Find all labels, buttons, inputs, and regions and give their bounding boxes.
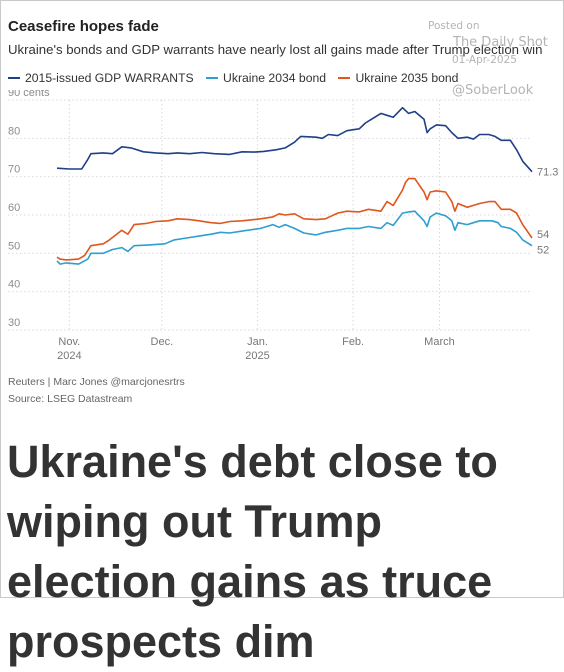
y-tick-label: 60: [8, 202, 20, 214]
chart-legend: 2015-issued GDP WARRANTS Ukraine 2034 bo…: [8, 68, 467, 85]
x-tick-label: Jan.: [247, 336, 268, 348]
watermark-handle: @SoberLook: [452, 83, 534, 98]
legend-swatch-2035-bond: [338, 77, 351, 79]
x-tick-label: Nov.: [58, 336, 80, 348]
chart-subtitle: Ukraine's bonds and GDP warrants have ne…: [8, 42, 543, 57]
legend-label-2035-bond: Ukraine 2035 bond: [355, 71, 459, 85]
chart-lines: [56, 106, 533, 265]
x-tick-label: Dec.: [151, 336, 174, 348]
legend-item-2034-bond: Ukraine 2034 bond: [206, 71, 326, 85]
article-headline: Ukraine's debt close to wiping out Trump…: [7, 436, 498, 667]
x-tick-label: March: [424, 336, 455, 348]
chart-title: Ceasefire hopes fade: [8, 18, 159, 35]
x-tick-label: Feb.: [342, 336, 364, 348]
legend-swatch-gdp-warrants: [8, 77, 20, 79]
series-end-label: 71.3: [537, 167, 558, 179]
x-tick-sublabel: 2024: [57, 350, 81, 362]
series-line: [56, 106, 533, 173]
chart-source: Source: LSEG Datastream: [8, 393, 133, 405]
y-tick-label: 80: [8, 125, 20, 137]
watermark-posted: Posted on: [428, 20, 480, 32]
chart-labels: 30 40 50 60 70 80 90 cents Nov. 2024 Dec. Jan. 2025…: [8, 90, 558, 362]
legend-label-gdp-warrants: 2015-issued GDP WARRANTS: [25, 71, 194, 85]
legend-label-2034-bond: Ukraine 2034 bond: [223, 71, 327, 85]
series-line: [56, 177, 533, 261]
series-end-label: 54: [537, 229, 549, 241]
series-line: [56, 210, 533, 265]
y-tick-label: 50: [8, 240, 20, 252]
line-chart: 30 40 50 60 70 80 90 cents Nov. 2024 Dec. Jan. 2025…: [8, 90, 558, 362]
y-tick-label: 70: [8, 164, 20, 176]
legend-item-2035-bond: Ukraine 2035 bond: [338, 71, 458, 85]
y-tick-label: 90 cents: [8, 90, 50, 99]
legend-swatch-2034-bond: [206, 77, 219, 79]
chart-credit: Reuters | Marc Jones @marcjonesrtrs: [8, 376, 185, 388]
legend-item-gdp-warrants: 2015-issued GDP WARRANTS: [8, 71, 194, 85]
x-tick-sublabel: 2025: [245, 350, 269, 362]
watermark-site: The Daily Shot: [453, 35, 548, 50]
y-tick-label: 40: [8, 279, 20, 291]
series-end-label: 52: [537, 245, 549, 257]
watermark-date: 01-Apr-2025: [452, 54, 517, 66]
y-tick-label: 30: [8, 317, 20, 329]
